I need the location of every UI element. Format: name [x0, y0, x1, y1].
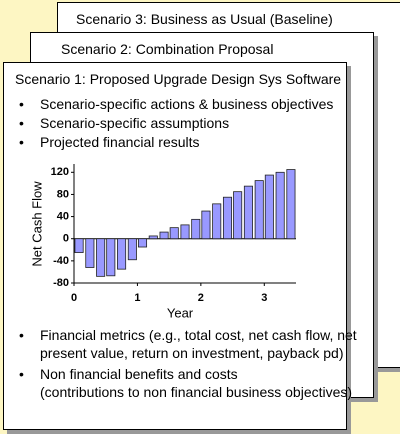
bar — [191, 218, 201, 240]
bar — [243, 185, 253, 240]
bullet-text: present value, return on investment, pay… — [40, 345, 344, 361]
x-axis-label: Year — [167, 305, 194, 320]
bullet-text: Financial metrics (e.g., total cost, net… — [40, 327, 357, 343]
bar — [148, 235, 158, 240]
bar — [212, 203, 222, 240]
bar — [74, 238, 84, 253]
bullet-text: Scenario-specific actions & business obj… — [40, 96, 334, 112]
bar — [286, 169, 296, 240]
y-tick-label: -80 — [53, 277, 69, 289]
bar — [169, 227, 179, 240]
bar — [275, 171, 285, 240]
y-tick-label: 120 — [51, 166, 69, 178]
y-axis-label: Net Cash Flow — [29, 181, 44, 267]
bullet-text: Scenario-specific assumptions — [40, 115, 230, 131]
bar — [264, 174, 274, 240]
bar — [106, 238, 116, 277]
bar — [233, 191, 243, 240]
y-tick-label: 40 — [57, 210, 69, 222]
bullet-text: Non financial benefits and costs — [40, 366, 238, 382]
y-tick-label: -40 — [53, 255, 69, 267]
bar — [159, 231, 169, 240]
x-tick-label: 1 — [134, 292, 140, 304]
card-title: Scenario 3: Business as Usual (Baseline) — [76, 11, 333, 27]
bar — [137, 238, 148, 248]
y-tick-label: 0 — [63, 233, 69, 245]
x-tick-label: 2 — [198, 292, 204, 304]
bar — [96, 238, 106, 277]
bullet-text: Projected financial results — [40, 134, 200, 150]
x-tick-label: 3 — [261, 292, 267, 304]
bar — [127, 238, 137, 261]
bar — [85, 238, 95, 268]
bar — [180, 224, 190, 240]
bar — [201, 210, 211, 240]
bar — [222, 196, 233, 240]
bullet-text: (contributions to non financial business… — [40, 384, 353, 400]
card-title: Scenario 2: Combination Proposal — [61, 41, 274, 57]
y-tick-label: 80 — [57, 188, 69, 200]
card-1: Scenario 1: Proposed Upgrade Design Sys … — [3, 62, 357, 430]
x-tick-label: 0 — [71, 292, 77, 304]
bar — [117, 238, 127, 270]
card-title: Scenario 1: Proposed Upgrade Design Sys … — [15, 71, 342, 87]
bar — [254, 180, 264, 240]
